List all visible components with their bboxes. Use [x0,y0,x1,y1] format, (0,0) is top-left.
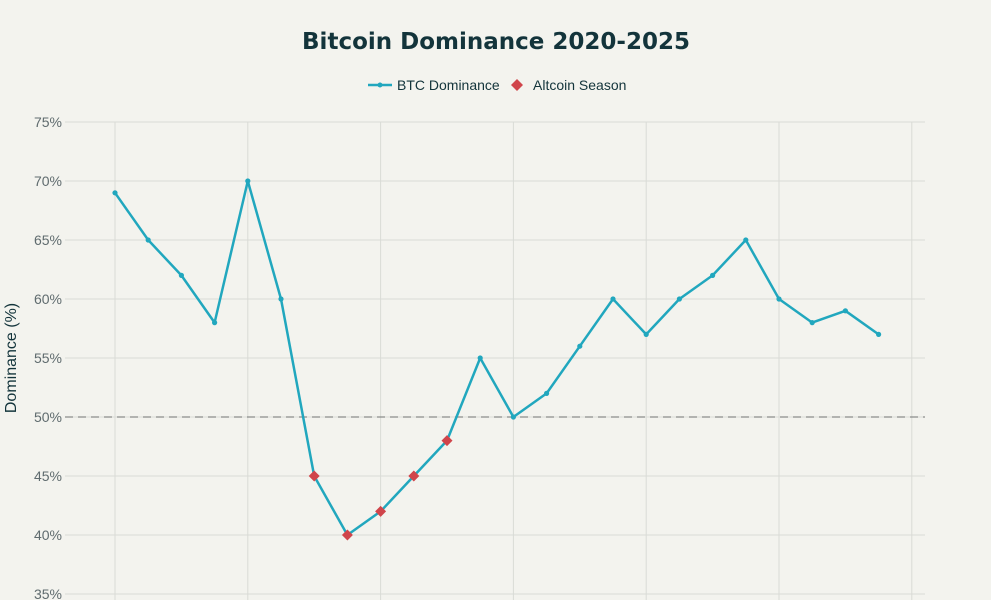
y-tick-label: 40% [34,527,62,543]
y-tick-label: 45% [34,468,62,484]
y-tick-label: 65% [34,232,62,248]
data-point-altcoin-season[interactable] [308,470,320,482]
series-line-btc-dominance [113,179,880,537]
altcoin-season-layer [308,435,453,541]
y-tick-label: 35% [34,586,62,600]
data-point-btc-dominance[interactable] [212,320,218,326]
data-point-altcoin-season[interactable] [441,435,453,447]
y-axis-title: Dominance (%) [3,303,20,413]
data-point-btc-dominance[interactable] [710,272,716,278]
data-point-btc-dominance[interactable] [245,178,251,184]
series-layer [112,178,882,538]
data-point-altcoin-season[interactable] [375,505,387,517]
data-point-btc-dominance[interactable] [842,308,849,314]
data-point-btc-dominance[interactable] [510,414,516,420]
data-point-btc-dominance[interactable] [178,272,184,278]
data-point-btc-dominance[interactable] [278,296,284,302]
y-tick-label: 75% [34,114,62,130]
legend: BTC Dominance Altcoin Season [368,77,626,93]
data-point-btc-dominance[interactable] [776,296,782,302]
data-point-btc-dominance[interactable] [145,237,151,243]
data-point-btc-dominance[interactable] [610,296,616,302]
data-point-btc-dominance[interactable] [112,190,118,196]
data-point-btc-dominance[interactable] [743,237,749,243]
y-tick-label: 60% [34,291,62,307]
data-point-altcoin-season[interactable] [341,529,353,541]
legend-item-btc-dominance[interactable]: BTC Dominance [368,77,500,93]
legend-label-altcoin-season: Altcoin Season [533,77,626,93]
data-point-btc-dominance[interactable] [809,320,815,326]
data-point-btc-dominance[interactable] [876,331,882,337]
legend-diamond-icon [511,79,523,91]
data-point-btc-dominance[interactable] [643,331,649,337]
legend-marker-icon [377,82,383,88]
data-point-btc-dominance[interactable] [577,343,583,349]
data-point-btc-dominance[interactable] [544,390,550,396]
chart-title: Bitcoin Dominance 2020-2025 [302,29,690,55]
legend-item-altcoin-season[interactable]: Altcoin Season [511,77,626,93]
data-point-btc-dominance[interactable] [676,296,683,302]
grid [65,121,925,600]
y-tick-label: 50% [34,409,62,425]
legend-label-btc-dominance: BTC Dominance [397,77,500,93]
y-axis-ticks: 35% 40% 45% 50% 55% 60% 65% 70% 75% [34,114,62,600]
y-tick-label: 70% [34,173,62,189]
data-point-btc-dominance[interactable] [477,355,483,361]
data-point-altcoin-season[interactable] [408,470,420,482]
y-tick-label: 55% [34,350,62,366]
